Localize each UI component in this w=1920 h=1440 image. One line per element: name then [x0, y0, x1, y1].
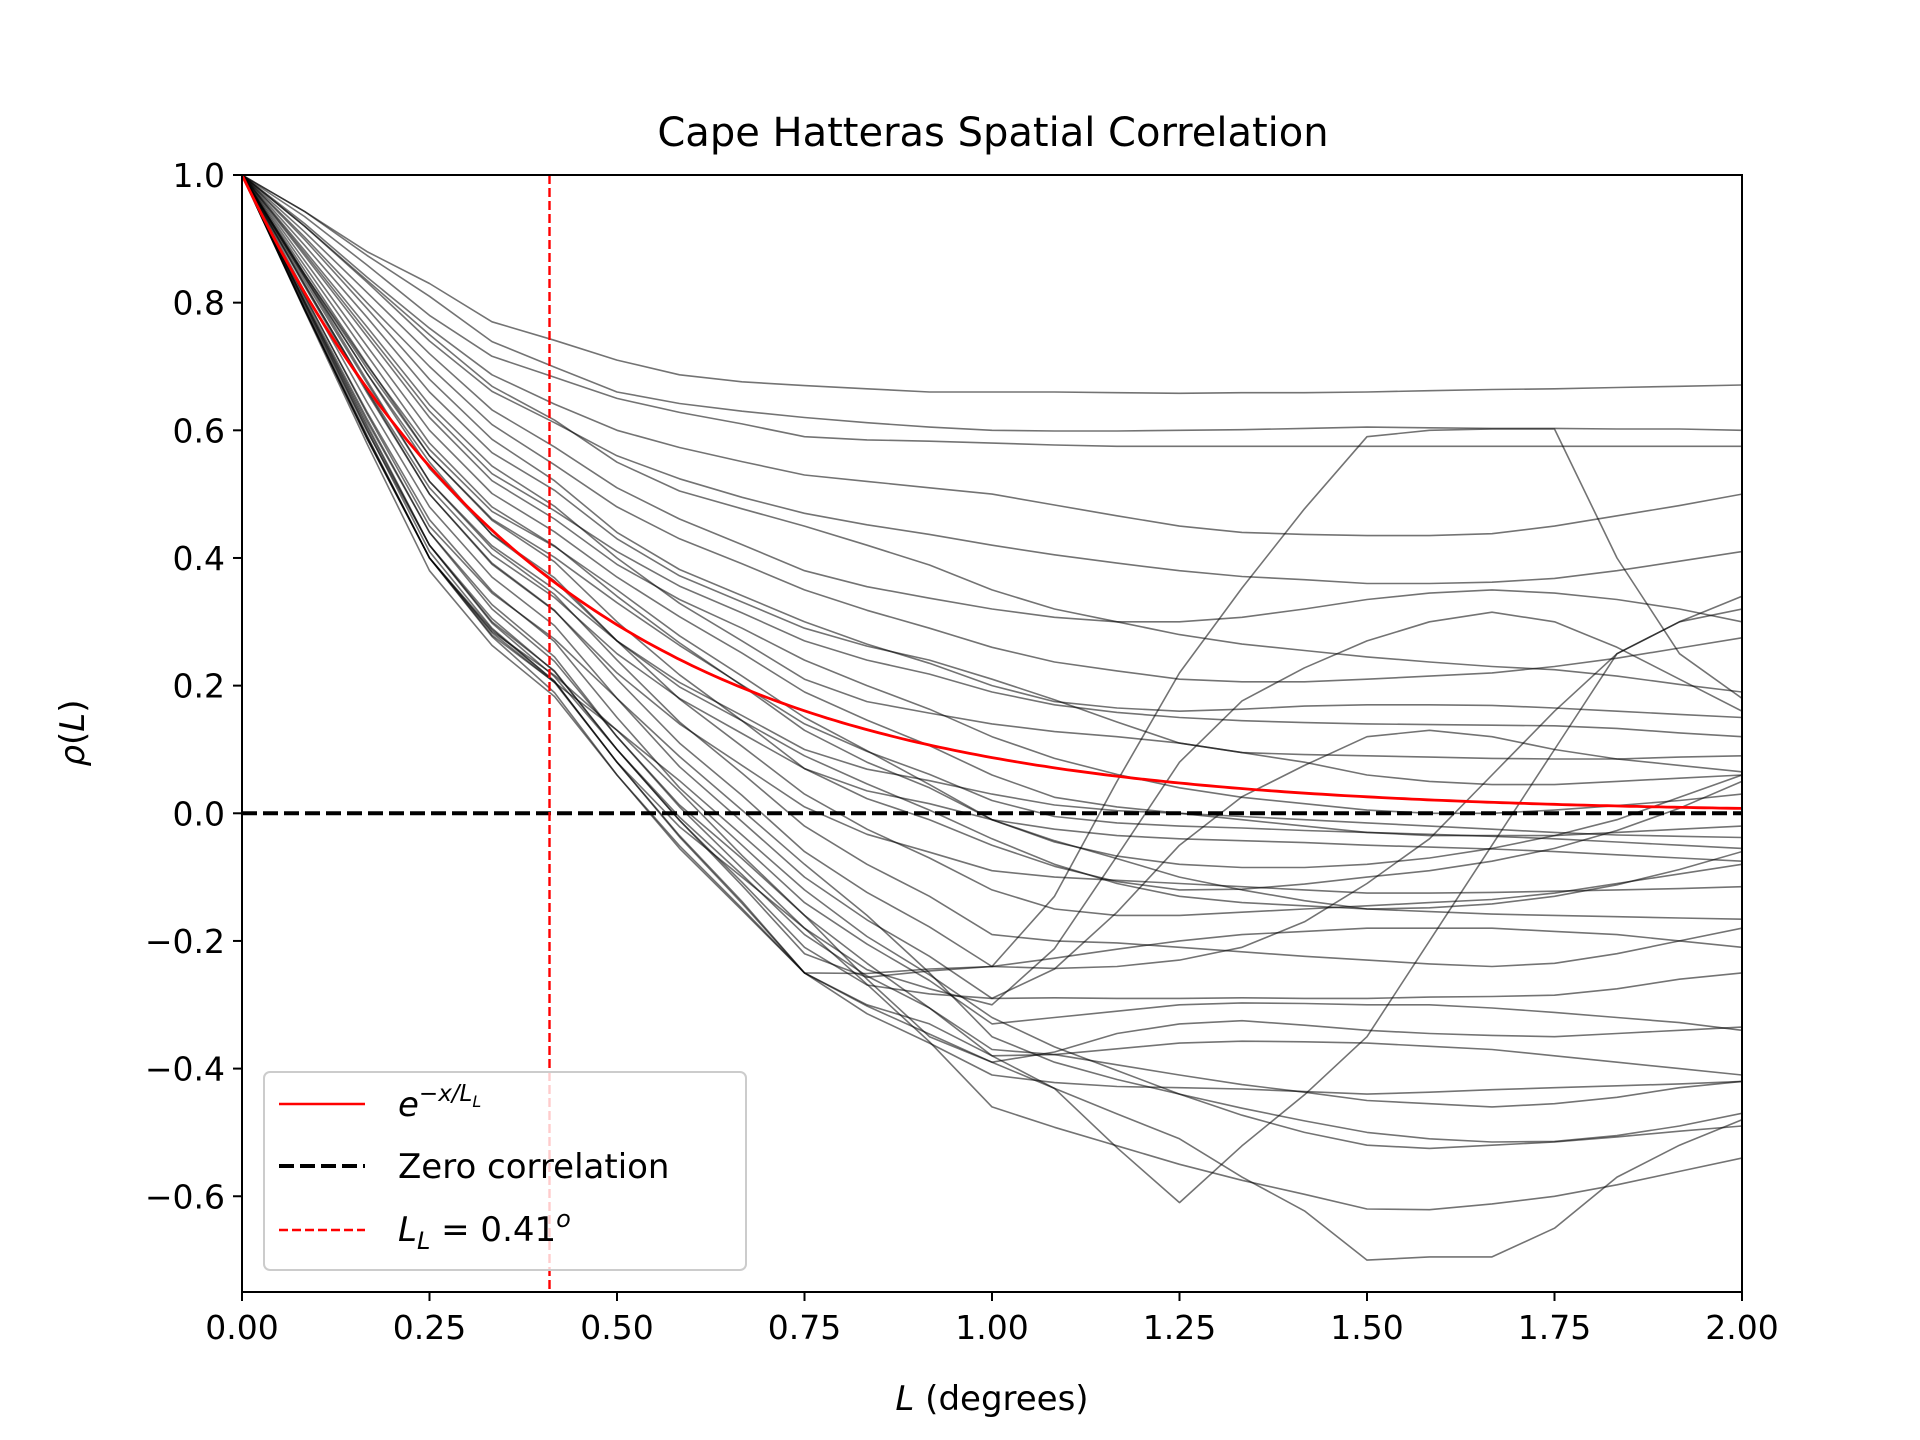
legend-decay-main: L [398, 1210, 417, 1250]
series-line-21 [242, 175, 1742, 1108]
legend-decay-sub: L [417, 1227, 430, 1255]
series-line-37 [242, 175, 1742, 1063]
legend-label-zero-correlation: Zero correlation [398, 1147, 670, 1187]
series-line-10 [242, 175, 1742, 786]
series-line-27 [242, 175, 1742, 1150]
x-axis-ticks: 0.00 0.25 0.50 0.75 1.00 1.25 1.50 1.75 2.00 [205, 1292, 1779, 1347]
y-tick-label: −0.2 [145, 922, 225, 961]
legend-fit-exponent: −x/L [419, 1081, 472, 1107]
series-line-3 [242, 175, 1742, 448]
y-tick-label: 0.0 [173, 794, 225, 833]
series-line-9 [242, 175, 1742, 760]
series-line-36 [242, 175, 1742, 894]
series-line-28 [242, 175, 1742, 1000]
x-tick-label: 1.75 [1518, 1308, 1591, 1347]
x-tick-label: 0.75 [768, 1308, 841, 1347]
series-line-23 [242, 175, 1742, 910]
chart-title: Cape Hatteras Spatial Correlation [657, 110, 1328, 156]
y-axis-ticks: 1.0 0.8 0.6 0.4 0.2 0.0 −0.2 −0.4 −0.6 [145, 156, 242, 1216]
series-line-32 [242, 175, 1742, 1204]
series-line-39 [242, 175, 1742, 738]
series-line-26 [242, 175, 1742, 1143]
y-axis-label-rho: ρ [53, 745, 93, 767]
series-line-19 [242, 175, 1742, 1032]
series-line-16 [242, 175, 1742, 968]
x-axis-label: L (degrees) [895, 1379, 1088, 1419]
y-axis-label-open: ( [53, 732, 93, 745]
series-line-25 [242, 175, 1742, 839]
series-line-22 [242, 175, 1742, 1211]
x-tick-label: 0.00 [205, 1308, 278, 1347]
legend-label-decay-length: LL = 0.41o [398, 1205, 571, 1255]
y-tick-label: 0.4 [173, 539, 225, 578]
x-tick-label: 1.25 [1143, 1308, 1216, 1347]
y-tick-label: 0.2 [173, 667, 225, 706]
y-tick-label: −0.6 [145, 1177, 225, 1216]
x-tick-label: 1.50 [1330, 1308, 1403, 1347]
x-tick-label: 1.00 [955, 1308, 1028, 1347]
legend-box [263, 1071, 747, 1271]
series-line-7 [242, 175, 1742, 683]
y-tick-label: −0.4 [145, 1050, 225, 1089]
x-tick-label: 2.00 [1705, 1308, 1778, 1347]
x-tick-label: 0.25 [393, 1308, 466, 1347]
y-tick-label: 1.0 [173, 156, 225, 195]
legend-decay-value: = 0.41 [430, 1210, 556, 1250]
x-axis-label-units: (degrees) [914, 1379, 1088, 1419]
x-axis-label-symbol: L [895, 1379, 914, 1419]
series-line-6 [242, 175, 1742, 623]
exponential-fit-group [242, 175, 1742, 810]
series-line-1 [242, 175, 1742, 395]
series-line-5 [242, 175, 1742, 585]
series-line-31 [242, 175, 1742, 975]
series-line-24 [242, 175, 1742, 1095]
series-line-14 [242, 175, 1742, 891]
legend-fit-exponent-sub: L [472, 1092, 481, 1111]
series-line-29 [242, 175, 1742, 1006]
legend-fit-base: e [398, 1085, 419, 1125]
y-tick-label: 0.6 [173, 411, 225, 450]
series-line-38 [242, 175, 1742, 850]
series-line-40 [242, 175, 1742, 693]
legend-label-exponential-fit: e−x/LL [398, 1081, 481, 1125]
y-axis-label: ρ(L) [53, 699, 93, 766]
y-axis-label-close: ) [53, 699, 93, 712]
series-line-4 [242, 175, 1742, 537]
series-line-35 [242, 175, 1742, 862]
series-line-8 [242, 175, 1742, 719]
y-axis-label-l: L [53, 713, 93, 732]
legend: e−x/LL Zero correlation LL = 0.41o [263, 1071, 747, 1271]
legend-decay-degree: o [556, 1205, 571, 1233]
y-tick-label: 0.8 [173, 284, 225, 323]
exponential-fit-line [242, 175, 1742, 810]
x-tick-label: 0.50 [580, 1308, 653, 1347]
